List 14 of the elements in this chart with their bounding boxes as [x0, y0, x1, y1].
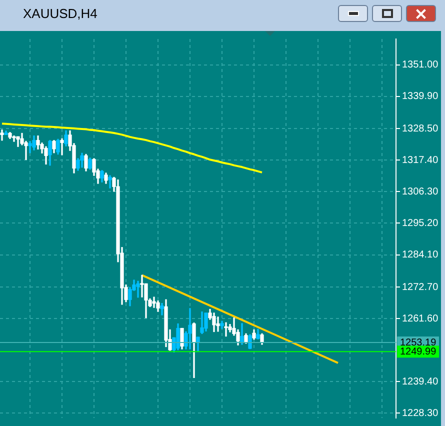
- y-tick-label: 1339.90: [402, 91, 439, 102]
- y-tick-label: 1261.60: [402, 313, 439, 324]
- y-tick-label: 1317.40: [402, 154, 439, 166]
- y-tick-label: 1295.20: [402, 218, 439, 229]
- ref-line-label: 1253.19: [400, 337, 437, 348]
- y-tick-label: 1228.30: [402, 408, 439, 419]
- y-tick-label: 1306.30: [402, 186, 439, 198]
- y-tick-label: 1328.50: [402, 123, 439, 134]
- y-tick-label: 1272.70: [402, 282, 439, 293]
- chart-title: XAUUSD,H4: [23, 6, 98, 21]
- ref-line-label: 1249.99: [400, 346, 437, 358]
- y-tick-label: 1239.40: [402, 376, 439, 388]
- y-tick-label: 1351.00: [402, 60, 439, 71]
- y-tick-label: 1284.10: [402, 250, 439, 261]
